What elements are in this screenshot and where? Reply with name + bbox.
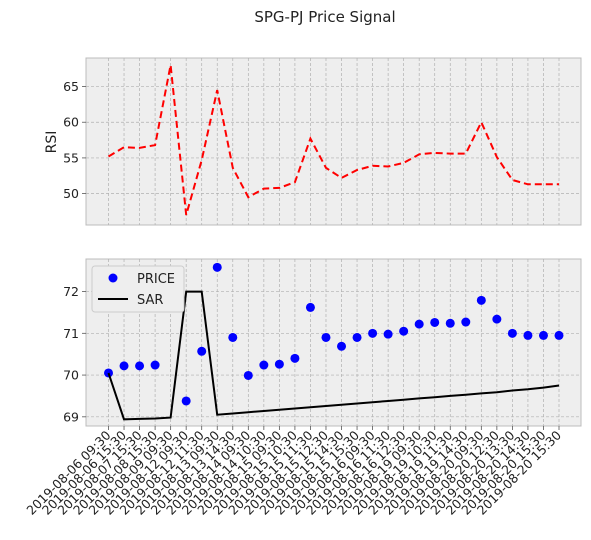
price-y-tick-label: 72 — [63, 284, 79, 299]
price-point-price — [243, 370, 253, 380]
rsi-grid — [86, 58, 581, 225]
rsi-y-tick-label: 55 — [63, 150, 79, 165]
price-point-price — [461, 317, 471, 327]
rsi-y-tick-label: 65 — [63, 79, 79, 94]
price-panel-background — [85, 258, 582, 427]
price-point-price — [259, 360, 269, 370]
price-y-tick-label: 69 — [63, 409, 79, 424]
price-point-price — [228, 332, 238, 342]
rsi-y-ticks: 50 55 60 65 — [63, 79, 86, 201]
rsi-y-tick-label: 50 — [63, 186, 79, 201]
chart-title: SPG-PJ Price Signal — [254, 8, 395, 26]
price-point-price — [383, 329, 393, 339]
rsi-series — [107, 64, 559, 216]
legend-sar-label: SAR — [137, 293, 163, 308]
price-point-price — [538, 330, 548, 340]
price-point-price — [352, 332, 362, 342]
price-point-price — [181, 396, 191, 406]
price-point-price — [321, 332, 331, 342]
rsi-y-axis-label: RSI — [44, 131, 60, 154]
price-y-ticks: 69 70 71 72 — [63, 284, 86, 424]
price-point-price — [492, 314, 502, 324]
price-point-price — [290, 353, 300, 363]
legend: PRICE SAR — [91, 265, 185, 313]
price-point-price — [414, 319, 424, 329]
price-point-price — [212, 262, 222, 272]
price-point-price — [135, 361, 145, 371]
price-point-price — [399, 326, 409, 336]
price-point-price — [150, 360, 160, 370]
price-point-price — [197, 346, 207, 356]
price-y-tick-label: 70 — [63, 368, 79, 383]
rsi-series-line — [107, 64, 559, 216]
rsi-y-tick-label: 60 — [63, 115, 79, 130]
price-y-tick-label: 71 — [63, 326, 79, 341]
rsi-panel: 50 55 60 65 RSI — [44, 57, 582, 226]
price-point-price — [337, 341, 347, 351]
rsi-panel-background — [85, 57, 582, 226]
price-point-price — [368, 328, 378, 338]
price-series-line-sar — [107, 290, 560, 421]
legend-price-label: PRICE — [137, 272, 175, 287]
price-point-price — [305, 302, 315, 312]
price-point-price — [119, 361, 129, 371]
price-point-price — [476, 295, 486, 305]
price-series — [104, 262, 564, 421]
price-point-price — [104, 368, 113, 378]
price-point-price — [523, 330, 533, 340]
price-point-price — [507, 328, 517, 338]
legend-price-marker — [108, 273, 118, 283]
price-point-price — [445, 318, 455, 328]
price-point-price — [430, 317, 440, 327]
price-point-price — [274, 359, 284, 369]
price-point-price — [554, 330, 564, 340]
